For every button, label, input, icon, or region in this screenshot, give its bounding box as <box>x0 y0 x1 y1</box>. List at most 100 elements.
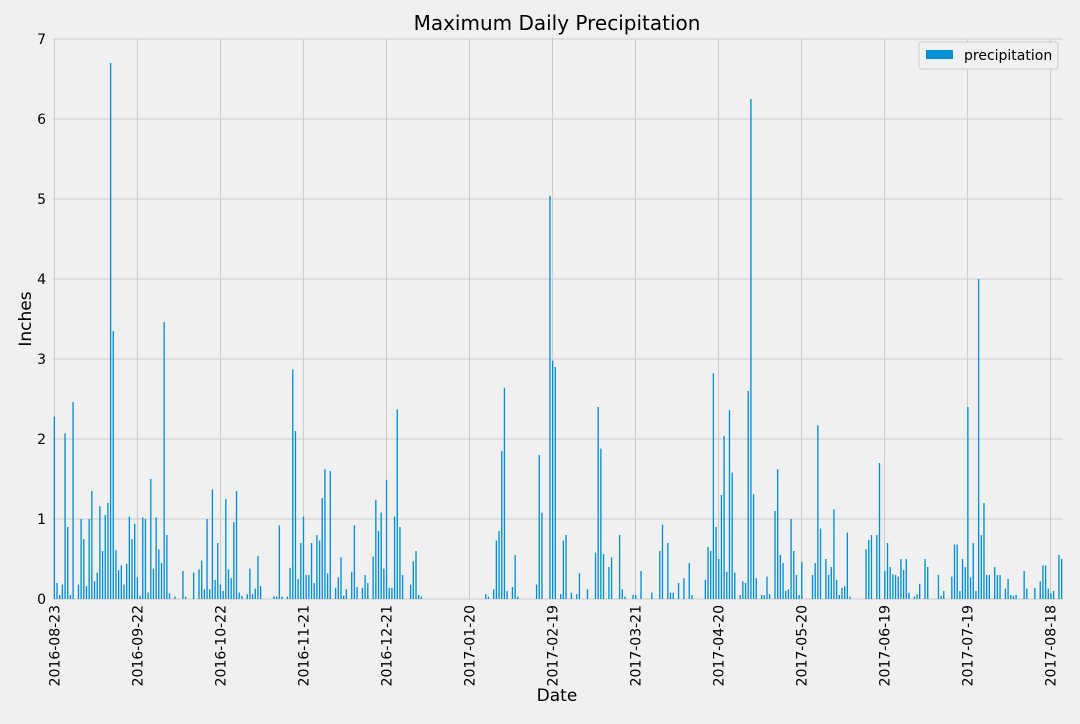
bar <box>383 568 385 599</box>
bar <box>69 595 72 599</box>
y-tick-label: 5 <box>37 192 46 208</box>
bar <box>841 587 843 599</box>
bar <box>168 593 171 599</box>
bar <box>109 63 112 599</box>
legend-label: precipitation <box>964 48 1052 64</box>
bar <box>294 431 297 599</box>
bar <box>980 535 982 599</box>
bar <box>259 586 262 599</box>
bar <box>498 531 500 599</box>
bar <box>715 527 717 599</box>
bar <box>739 595 741 599</box>
bar <box>570 592 573 599</box>
bar <box>203 589 206 599</box>
bar <box>214 579 216 599</box>
x-tick-label: 2017-03-21 <box>628 605 644 686</box>
bar <box>811 575 814 599</box>
bar <box>819 528 822 599</box>
bar <box>254 588 256 599</box>
bar <box>953 544 956 599</box>
bar <box>324 469 326 599</box>
bar <box>956 544 958 599</box>
bar <box>768 594 771 599</box>
bar <box>892 574 894 599</box>
bar <box>420 596 423 599</box>
bar <box>565 535 567 599</box>
bar <box>238 592 240 599</box>
x-tick-label: 2016-11-21 <box>296 605 312 686</box>
x-tick-label: 2017-05-20 <box>795 605 811 686</box>
bar <box>211 489 214 599</box>
bar <box>707 547 709 599</box>
bar <box>886 543 889 599</box>
bar <box>385 479 388 599</box>
bar <box>838 595 840 599</box>
bar <box>927 567 929 599</box>
bar <box>1004 588 1007 599</box>
bar <box>201 560 203 599</box>
bar <box>93 581 96 599</box>
bar <box>975 591 977 599</box>
bar <box>790 519 792 599</box>
bar <box>246 594 248 599</box>
bar <box>174 596 176 599</box>
bar <box>64 433 66 599</box>
bar <box>316 535 318 599</box>
bar <box>635 595 637 599</box>
bar <box>1047 588 1049 599</box>
y-tick-label: 2 <box>37 432 46 448</box>
bar <box>777 469 779 599</box>
bar <box>897 576 899 599</box>
legend-frame <box>918 41 1059 70</box>
bar <box>734 572 736 599</box>
y-tick-label: 3 <box>37 352 46 368</box>
bar <box>576 594 578 599</box>
bar <box>985 575 988 599</box>
bar <box>364 575 366 599</box>
bar <box>969 577 972 599</box>
bar <box>96 572 98 599</box>
bar <box>560 594 562 599</box>
bar <box>747 391 749 599</box>
bar <box>688 563 690 599</box>
bar <box>83 539 85 599</box>
bar <box>659 551 661 599</box>
bar <box>300 543 302 599</box>
bar <box>683 578 685 599</box>
bar <box>286 596 289 599</box>
bar <box>618 535 621 599</box>
x-axis-label: Date <box>537 686 578 706</box>
bar <box>977 279 980 599</box>
bar <box>1044 565 1047 599</box>
bar <box>313 583 315 599</box>
bar <box>578 573 581 599</box>
bar <box>235 491 238 599</box>
x-tick-label: 2017-04-20 <box>712 605 728 686</box>
bar <box>538 455 540 599</box>
bar <box>225 499 227 599</box>
bar <box>785 591 787 599</box>
bar <box>876 535 878 599</box>
bar <box>56 583 58 599</box>
bar <box>712 373 715 599</box>
bar <box>487 596 490 599</box>
y-tick-label: 4 <box>37 272 46 288</box>
bar <box>163 322 165 599</box>
bar <box>53 416 56 599</box>
bar <box>795 575 798 599</box>
bar <box>506 591 508 599</box>
bar <box>136 577 139 599</box>
bar <box>326 573 329 599</box>
bar <box>661 524 664 599</box>
bar <box>142 517 144 599</box>
bar <box>147 592 149 599</box>
bar <box>817 425 819 599</box>
x-tick-label: 2016-09-22 <box>130 605 146 686</box>
bar <box>91 491 93 599</box>
bar <box>865 549 867 599</box>
x-tick-label: 2016-08-23 <box>47 605 63 686</box>
bar <box>1039 581 1041 599</box>
bar <box>396 409 398 599</box>
bar <box>503 387 506 599</box>
bar <box>361 587 364 599</box>
